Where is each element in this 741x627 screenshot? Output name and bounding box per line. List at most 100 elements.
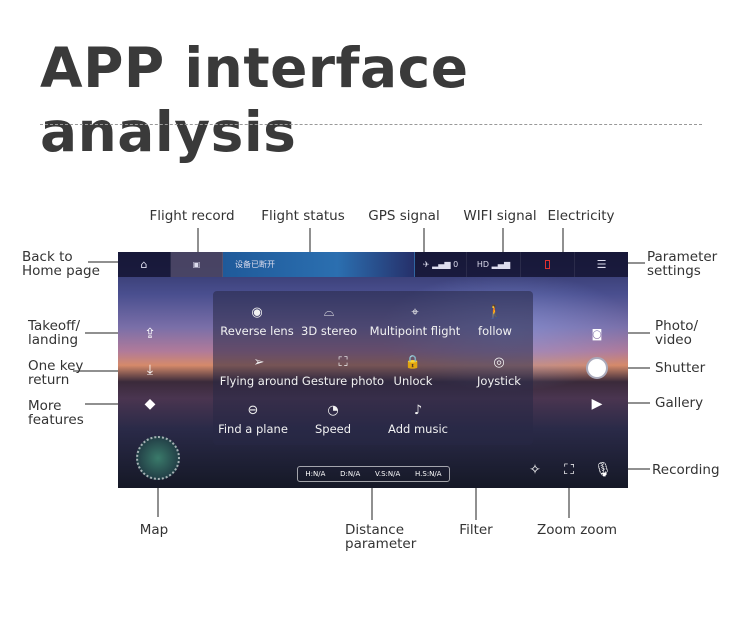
label-line: Home page [22,263,100,279]
menu-label: Joystick [477,374,521,388]
home-icon: ⌂ [140,258,148,271]
label-line: Distance [345,522,405,538]
home-button[interactable]: ⌂ [118,252,171,277]
shutter-button[interactable] [586,357,608,379]
label-line: video [655,332,692,348]
map-widget[interactable] [136,436,180,480]
menu-3d-stereo[interactable]: ⌓ 3D stereo [301,305,357,338]
menu-follow[interactable]: 🚶 follow [478,305,512,338]
label-line: One key [28,358,84,374]
label-line: return [28,372,70,388]
battery [521,252,575,277]
label-filter: Filter [459,522,493,538]
parameter-settings-button[interactable]: ☰ [575,252,628,277]
menu-joystick[interactable]: ◎ Joystick [477,355,521,388]
label-map: Map [139,522,169,538]
menu-label: Gesture photo [301,374,385,388]
record-icon: ▣ [192,260,201,269]
walking-icon: 🚶 [486,305,504,320]
gps-signal: ✈ ▂▄▆ 0 [415,252,467,277]
label-line: Photo/ [655,318,699,334]
menu-label: Find a plane [218,422,288,436]
lock-icon: 🔒 [404,355,422,370]
flight-status: 设备已断开 [223,252,415,277]
menu-reverse-lens[interactable]: ◉ Reverse lens [220,305,293,338]
orbit-icon: ➢ [253,355,265,370]
music-note-icon: ♪ [413,403,423,418]
menu-add-music[interactable]: ♪ Add music [388,403,448,436]
menu-label: follow [478,324,512,338]
distance-parameters: H:N/A D:N/A V.S:N/A H.S:N/A [297,466,450,482]
menu-gesture-photo[interactable]: ⛶ Gesture photo [302,355,384,388]
menu-speed[interactable]: ◔ Speed [315,403,351,436]
label-gps-signal: GPS signal [368,208,440,224]
label-gallery: Gallery [655,395,704,411]
gesture-icon: ⛶ [338,355,348,370]
label-line: More [28,398,62,414]
battery-icon [545,260,550,269]
features-menu: ◉ Reverse lens ⌓ 3D stereo ⌖ Multipoint fli… [213,291,533,445]
filter-button[interactable]: ✧ [529,462,541,478]
menu-label: Unlock [393,374,433,388]
wifi-signal: HD ▂▄▆ [467,252,521,277]
label-wifi-signal: WIFI signal [463,208,537,224]
distance-value: D:N/A [340,470,361,478]
menu-label: 3D stereo [301,324,357,338]
lens-icon: ◉ [251,305,263,320]
photo-video-toggle[interactable]: ◙ [592,328,603,341]
wifi-label: HD [476,260,490,269]
menu-multipoint-flight[interactable]: ⌖ Multipoint flight [370,305,461,338]
return-button[interactable]: ⤓ [147,362,153,378]
status-text: 设备已断开 [235,260,275,269]
label-line: Takeoff/ [28,318,81,334]
height-value: H:N/A [305,470,326,478]
label-line: Parameter [647,249,718,265]
camera-icon: ◙ [591,327,603,341]
menu-label: Reverse lens [220,324,294,338]
joystick-icon: ◎ [493,355,505,370]
label-flight-record: Flight record [149,208,235,224]
return-icon: ⤓ [146,362,154,378]
more-features-button[interactable]: ◆ [145,396,156,412]
flight-record-button[interactable]: ▣ [171,252,223,277]
takeoff-landing-button[interactable]: ⇪ [144,326,156,342]
label-flight-status: Flight status [261,208,345,224]
upload-icon: ⇪ [144,326,156,342]
horizontal-speed-value: H.S:N/A [415,470,442,478]
menu-flying-around[interactable]: ➢ Flying around [220,355,299,388]
page-title: APP interface analysis [40,36,469,164]
label-distance: Distance parameter [345,523,416,551]
menu-label: Add music [388,422,448,436]
label-line: features [28,412,84,428]
cube-icon: ◆ [144,396,156,412]
label-back-home: Back to Home page [22,250,100,278]
microphone-icon: 🎙 [594,462,612,478]
gallery-icon: ▶ [591,396,603,412]
menu-label: Speed [314,422,352,436]
menu-label: Flying around [219,374,299,388]
gps-icon: ✈ ▂▄▆ [422,260,454,269]
search-icon: ⊖ [247,403,259,418]
menu-unlock[interactable]: 🔒 Unlock [394,355,433,388]
menu-find-plane[interactable]: ⊖ Find a plane [218,403,288,436]
label-more-features: More features [28,399,84,427]
waypoint-icon: ⌖ [411,305,419,320]
top-bar: ⌂ ▣ 设备已断开 ✈ ▂▄▆ 0 HD ▂▄▆ ☰ [118,252,628,277]
label-photo-video: Photo/video [655,319,698,347]
gallery-button[interactable]: ▶ [592,396,603,412]
label-recording: Recording [652,462,720,478]
label-takeoff: Takeoff/landing [28,319,80,347]
recording-button[interactable]: 🎙 [594,462,612,478]
vr-glasses-icon: ⌓ [323,305,335,320]
label-line: settings [647,263,701,279]
menu-label: Multipoint flight [369,324,461,338]
label-line: parameter [345,536,417,552]
zoom-button[interactable]: ⛶ [564,462,574,478]
app-screen: ⌂ ▣ 设备已断开 ✈ ▂▄▆ 0 HD ▂▄▆ ☰ ⇪ ⤓ ◆ ◙ ▶ ✧ ⛶… [118,252,628,488]
vertical-speed-value: V.S:N/A [374,470,401,478]
label-shutter: Shutter [655,360,706,376]
label-line: landing [28,332,79,348]
list-icon: ☰ [596,258,607,271]
label-one-key-return: One key return [28,359,83,387]
gps-count: 0 [453,260,459,269]
